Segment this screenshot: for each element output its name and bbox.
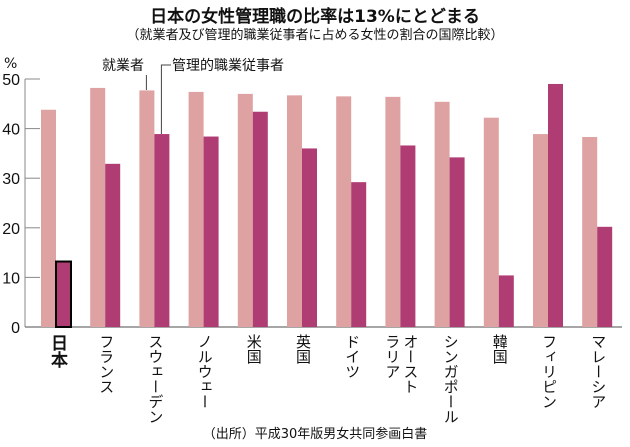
bar-managerial [154,134,170,327]
bar-employed [336,96,352,327]
bar-managerial [55,260,72,329]
chart-subtitle: （就業者及び管理的職業従事者に占める女性の割合の国際比較） [126,28,504,43]
y-tick-label: 20 [2,221,20,238]
bar-managerial [449,157,465,327]
bar-managerial [498,275,514,327]
bar-employed [188,91,204,328]
y-tick-label: 30 [2,171,20,188]
bar-managerial [400,145,416,327]
x-tick-label: マレーシア [589,334,608,409]
source-note: （出所）平成30年版男女共同参画白書 [202,427,428,442]
bar-managerial [597,226,613,327]
legend-leader-managerial [160,64,171,135]
bar-managerial [302,148,317,327]
y-axis-unit: % [4,56,17,72]
bar-employed [237,93,253,327]
x-tick-label: 米国 [244,334,263,364]
legend-label-managerial: 管理的職業従事者 [172,58,284,74]
bar-employed [90,87,106,327]
x-tick-label: ドイツ [343,334,362,379]
bar-employed [434,101,450,327]
x-tick-label: シンガポール [441,334,460,424]
bar-employed [385,96,401,327]
bar-employed [533,134,548,327]
x-tick-label: 日本 [47,334,67,368]
chart-title: 日本の女性管理職の比率は13%にとどまる [150,7,480,27]
bar-employed [287,95,302,327]
bar-employed [139,90,155,328]
bar-employed [41,109,56,327]
bar-employed [582,137,598,327]
bar-managerial [351,182,367,327]
x-tick-label: ラリア [383,334,402,379]
y-tick-label: 10 [2,270,20,287]
x-tick-label: 英国 [294,334,312,364]
bar-employed [483,117,499,327]
y-tick-label: 50 [2,72,20,89]
x-tick-label: フィリピン [540,334,558,409]
x-tick-label: 韓国 [490,334,509,364]
bar-managerial [548,83,563,328]
x-tick-label: オースト [401,334,420,394]
y-tick-label: 0 [11,320,20,337]
x-tick-label: スウェーデン [146,334,165,424]
bar-managerial [105,163,121,327]
x-tick-label: ノルウェー [195,334,214,409]
bar-managerial [203,136,219,327]
y-tick-label: 40 [2,122,20,139]
legend-label-employed: 就業者 [102,58,144,74]
x-tick-label: フランス [97,334,116,394]
bar-managerial [252,111,268,328]
